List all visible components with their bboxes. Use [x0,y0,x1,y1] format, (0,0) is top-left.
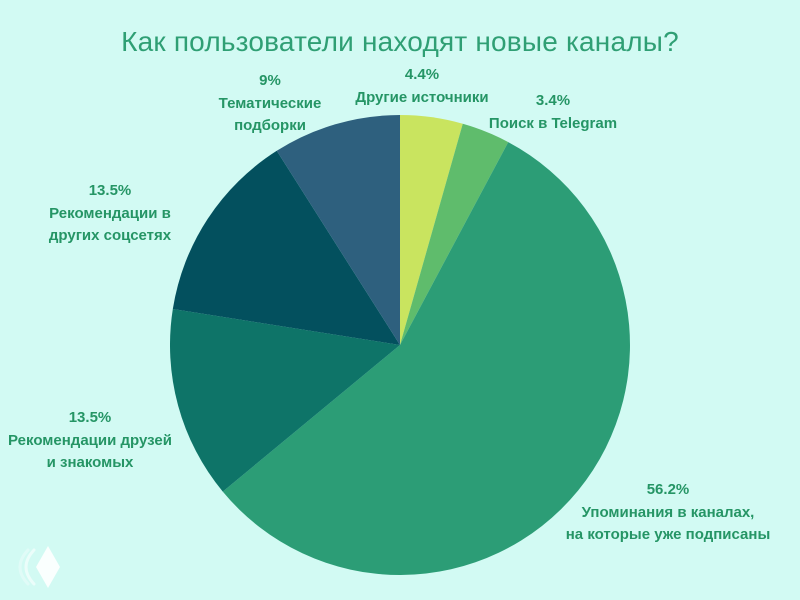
pie-slice-1 [400,123,509,345]
slice-label-social-recommendations: 13.5% Рекомендации в других соцсетях [0,180,220,247]
slice-label-thematic-collections: 9% Тематические подборки [160,70,380,137]
pie-chart [169,114,630,575]
slice-percent: 13.5% [88,182,132,199]
slice-percent: 4.4% [404,66,440,83]
chart-title: Как пользователи находят новые каналы? [121,26,679,57]
slice-name: и знакомых [46,454,134,471]
slice-percent: 3.4% [535,92,571,109]
slice-label-channel-mentions: 56.2% Упоминания в каналах, на которые у… [538,479,798,546]
slice-name: Поиск в Telegram [488,115,618,132]
pie-slice-4 [172,150,400,345]
pie-slice-3 [169,309,400,492]
slice-percent: 56.2% [646,481,690,498]
slice-name: на которые уже подписаны [565,526,771,543]
slice-percent: 13.5% [68,409,112,426]
pie-slice-5 [276,114,400,345]
slice-name: Другие источники [355,89,489,106]
slice-name: Упоминания в каналах, [581,504,755,521]
slice-label-friend-recommendations: 13.5% Рекомендации друзей и знакомых [0,407,200,474]
slice-name: Тематические [218,95,322,112]
pie-slice-0 [400,115,463,345]
slice-name: других соцсетях [48,227,172,244]
slice-name: Рекомендации друзей [8,432,172,449]
pie-slice-2 [222,142,630,575]
pie-chart-svg [169,114,630,575]
slice-name: подборки [234,117,306,134]
slice-label-other-sources: 4.4% Другие источники [312,64,532,109]
slice-label-telegram-search: 3.4% Поиск в Telegram [443,90,663,135]
slice-name: Рекомендации в [49,205,171,222]
watermark-diamond-icon [18,546,60,588]
slice-percent: 9% [259,72,281,89]
